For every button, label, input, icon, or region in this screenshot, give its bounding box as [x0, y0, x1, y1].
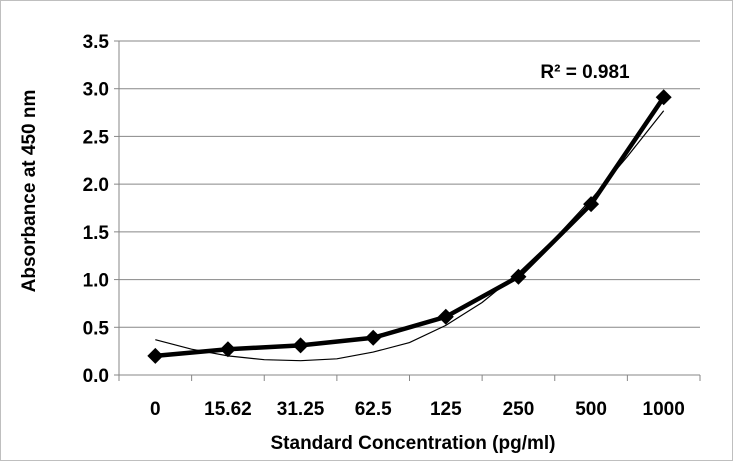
- y-tick-label-2: 1.0: [83, 271, 109, 292]
- data-point-0-1: [219, 341, 236, 358]
- markers-group: [147, 89, 672, 364]
- x-axis-title: Standard Concentration (pg/ml): [271, 433, 556, 454]
- data-point-0-0: [147, 347, 164, 364]
- x-tick-label-0: 0: [150, 399, 161, 420]
- x-tick-label-3: 62.5: [355, 399, 392, 420]
- y-tick-label-7: 3.5: [83, 32, 110, 53]
- data-point-0-2: [292, 337, 309, 354]
- series-group: [153, 95, 666, 359]
- data-point-0-5: [510, 268, 527, 285]
- trendline-curve: [155, 110, 665, 362]
- data-point-0-7: [655, 89, 672, 106]
- y-tick-label-1: 0.5: [83, 318, 110, 339]
- data-point-0-6: [583, 196, 600, 213]
- r-squared-annotation: R² = 0.981: [540, 62, 630, 83]
- gridlines: [119, 40, 700, 328]
- x-tick-label-4: 125: [430, 399, 462, 420]
- y-axis-title: Absorbance at 450 nm: [19, 90, 40, 293]
- data-point-0-4: [437, 308, 454, 325]
- axes: [114, 40, 701, 381]
- x-tick-label-5: 250: [503, 399, 535, 420]
- data-point-0-3: [365, 329, 382, 346]
- tick-labels: 0.0 0.5 1.0 1.5 2.0 2.5 3.0 3.5 0 15.62 31.25 62.5 1…: [83, 32, 685, 420]
- y-tick-label-6: 3.0: [83, 80, 109, 101]
- trendline-group: [155, 110, 665, 362]
- y-tick-label-0: 0.0: [83, 366, 109, 387]
- x-tick-label-7: 1000: [643, 399, 685, 420]
- x-tick-label-2: 31.25: [277, 399, 325, 420]
- y-tick-label-4: 2.0: [83, 175, 109, 196]
- x-tick-label-1: 15.62: [204, 399, 252, 420]
- y-tick-label-3: 1.5: [83, 223, 110, 244]
- y-tick-label-5: 2.5: [83, 127, 110, 148]
- series-line-0: [153, 95, 666, 359]
- x-tick-label-6: 500: [575, 399, 607, 420]
